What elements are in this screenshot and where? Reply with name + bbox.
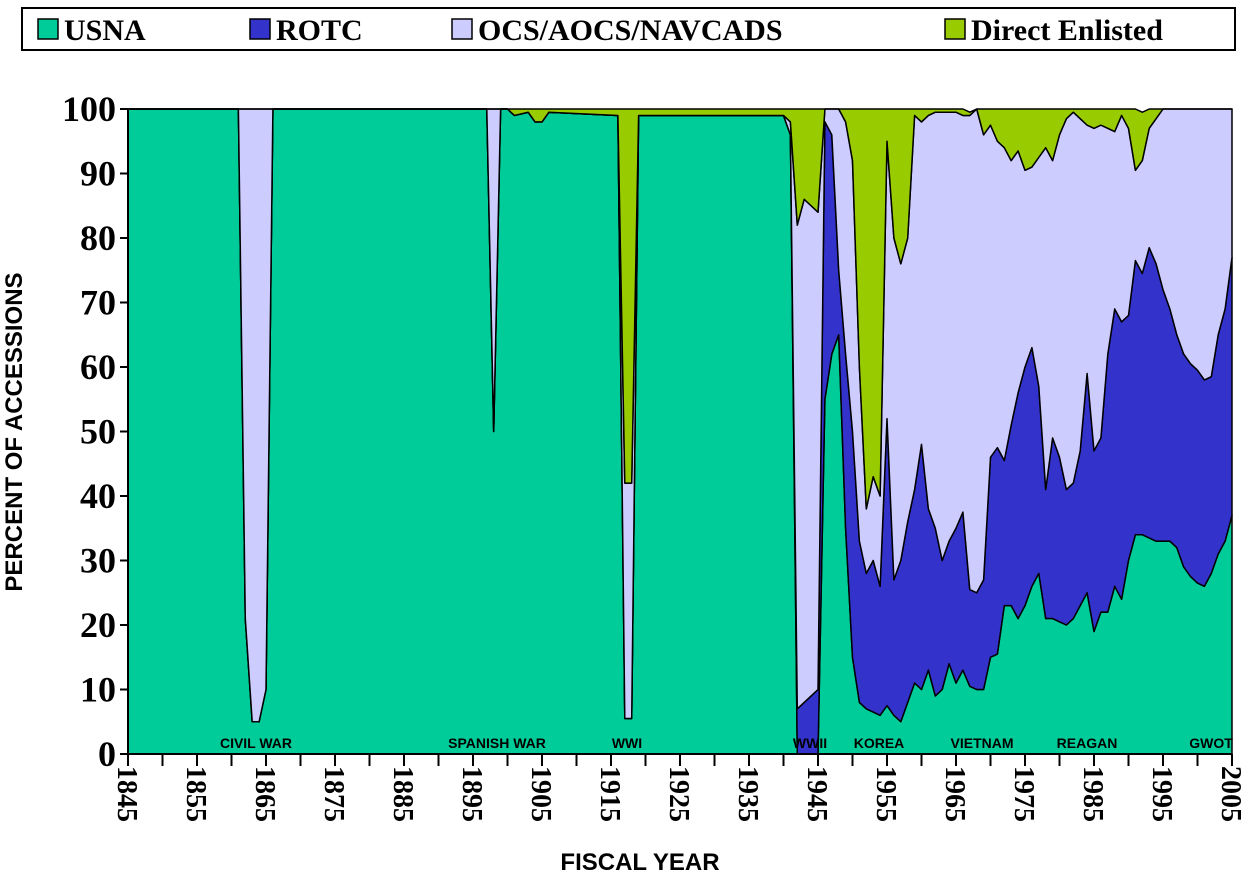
x-tick-label: 1845 xyxy=(111,766,142,822)
x-tick-label: 1875 xyxy=(318,766,349,822)
annotation: REAGAN xyxy=(1057,735,1118,751)
legend-swatch xyxy=(451,18,473,40)
x-tick-label: 1995 xyxy=(1146,766,1177,822)
x-tick-label: 1935 xyxy=(732,766,763,822)
y-tick-label: 30 xyxy=(80,541,116,581)
x-tick-label: 1945 xyxy=(801,766,832,822)
legend-box xyxy=(21,7,1236,51)
annotation: WWII xyxy=(793,735,827,751)
legend-label: ROTC xyxy=(276,14,363,47)
annotation: CIVIL WAR xyxy=(220,735,292,751)
legend-swatch xyxy=(37,18,59,40)
x-tick-label: 1865 xyxy=(249,766,280,822)
x-tick-label: 1895 xyxy=(456,766,487,822)
annotation: GWOT xyxy=(1189,735,1233,751)
x-tick-label: 1975 xyxy=(1008,766,1039,822)
annotation: WWI xyxy=(612,735,642,751)
legend-label: Direct Enlisted xyxy=(971,14,1163,47)
x-tick-label: 1985 xyxy=(1077,766,1108,822)
y-tick-label: 50 xyxy=(80,412,116,452)
y-tick-label: 20 xyxy=(80,605,116,645)
x-tick-label: 1885 xyxy=(387,766,418,822)
y-tick-label: 90 xyxy=(80,154,116,194)
legend-label: USNA xyxy=(64,14,146,47)
y-axis-title: PERCENT OF ACCESSIONS xyxy=(1,272,28,591)
area xyxy=(127,108,1233,510)
y-tick-label: 80 xyxy=(80,218,116,258)
x-axis-title: FISCAL YEAR xyxy=(560,849,719,876)
x-tick-label: 1915 xyxy=(594,766,625,822)
x-tick-label: 1955 xyxy=(870,766,901,822)
legend-swatch xyxy=(249,18,271,40)
y-tick-label: 70 xyxy=(80,283,116,323)
x-tick-label: 1925 xyxy=(663,766,694,822)
legend-label: OCS/AOCS/NAVCADS xyxy=(478,14,783,47)
y-tick-label: 10 xyxy=(80,670,116,710)
annotation: VIETNAM xyxy=(951,735,1014,751)
x-tick-label: 1965 xyxy=(939,766,970,822)
y-tick-label: 100 xyxy=(62,89,116,129)
x-tick-label: 2005 xyxy=(1215,766,1246,822)
y-tick-label: 40 xyxy=(80,476,116,516)
y-tick-label: 0 xyxy=(98,734,116,774)
annotation: KOREA xyxy=(854,735,905,751)
annotation: SPANISH WAR xyxy=(448,735,546,751)
y-tick-label: 60 xyxy=(80,347,116,387)
legend-swatch xyxy=(944,18,966,40)
x-tick-label: 1855 xyxy=(180,766,211,822)
x-tick-label: 1905 xyxy=(525,766,556,822)
